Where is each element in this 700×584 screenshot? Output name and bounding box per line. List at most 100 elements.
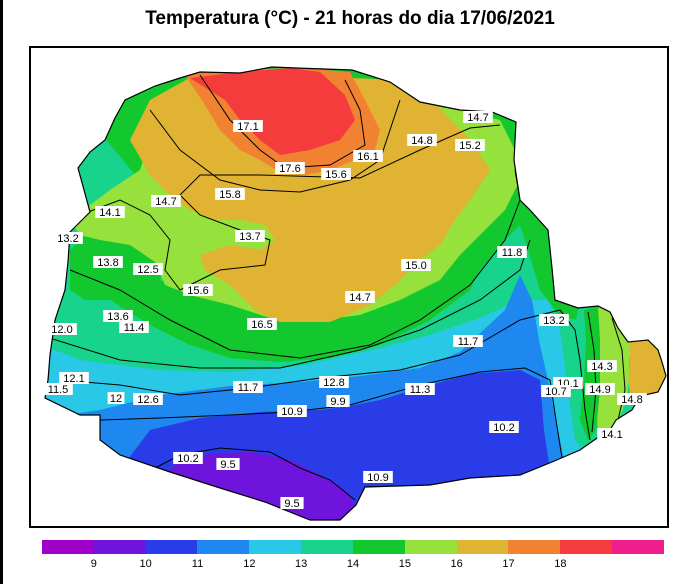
- color-scale-tick: 15: [398, 558, 411, 570]
- color-scale-swatch: [93, 540, 146, 554]
- band-east-coast: [628, 336, 666, 404]
- svg-text:17.1: 17.1: [237, 121, 258, 133]
- contour-13: [45, 239, 531, 369]
- color-scale-ticks: 9 10 11 12 13 14 15 16 17 18: [0, 558, 700, 574]
- color-scale-bar: [42, 540, 664, 554]
- svg-text:10.9: 10.9: [281, 406, 302, 418]
- svg-text:12.1: 12.1: [63, 373, 84, 385]
- station-value-label: 13.2: [539, 314, 569, 327]
- svg-text:10.7: 10.7: [545, 386, 566, 398]
- svg-text:12.0: 12.0: [51, 324, 72, 336]
- svg-text:15.2: 15.2: [459, 140, 480, 152]
- svg-text:15.8: 15.8: [219, 189, 240, 201]
- color-scale-tick: 13: [295, 558, 308, 570]
- station-value-label: 14.7: [345, 291, 375, 304]
- contour-15: [79, 124, 501, 291]
- station-value-label: 17.1: [233, 120, 263, 133]
- color-scale-tick: 14: [346, 558, 360, 570]
- station-value-label: 10.2: [173, 452, 203, 465]
- band-9-10: [160, 452, 355, 520]
- svg-text:15.6: 15.6: [325, 169, 346, 181]
- svg-text:13.7: 13.7: [239, 231, 260, 243]
- station-value-label: 12.0: [47, 323, 77, 336]
- svg-text:16.1: 16.1: [357, 151, 378, 163]
- station-value-label: 10.9: [363, 471, 393, 484]
- color-scale-tick: 18: [554, 558, 567, 570]
- station-value-label: 15.0: [401, 259, 431, 272]
- svg-text:11.8: 11.8: [502, 247, 523, 259]
- svg-text:14.3: 14.3: [591, 361, 612, 373]
- map-title: Temperatura (°C) - 21 horas do dia 17/06…: [145, 8, 555, 29]
- color-scale-swatch: [197, 540, 250, 554]
- color-scale-tick: 12: [243, 558, 256, 570]
- svg-text:11.7: 11.7: [238, 382, 259, 394]
- station-value-label: 14.7: [151, 195, 181, 208]
- svg-text:9.9: 9.9: [330, 396, 345, 408]
- state-border: [44, 66, 667, 521]
- station-value-label: 13.8: [93, 256, 123, 269]
- svg-text:14.9: 14.9: [589, 384, 610, 396]
- station-value-label: 13.6: [103, 310, 133, 323]
- station-value-label: 11.4: [119, 321, 149, 334]
- contour-16: [149, 99, 401, 193]
- station-value-label: 11.8: [497, 246, 527, 259]
- station-value-label: 13.2: [53, 232, 83, 245]
- color-scale-tick: 10: [139, 558, 152, 570]
- station-value-label: 12.5: [133, 263, 163, 276]
- station-value-label: 17.6: [275, 162, 305, 175]
- svg-text:10.9: 10.9: [367, 472, 388, 484]
- station-value-label: 12: [107, 392, 125, 405]
- station-value-label: 15.8: [215, 188, 245, 201]
- svg-text:9.5: 9.5: [220, 459, 235, 471]
- color-scale-swatch: [456, 540, 509, 554]
- svg-text:14.7: 14.7: [155, 196, 176, 208]
- svg-text:16.5: 16.5: [251, 319, 272, 331]
- band-16-17: [130, 72, 490, 322]
- svg-text:14.1: 14.1: [601, 429, 622, 441]
- station-value-label: 11.7: [233, 381, 263, 394]
- color-scale-swatch: [145, 540, 198, 554]
- color-scale-swatch: [352, 540, 405, 554]
- svg-text:13.2: 13.2: [543, 315, 564, 327]
- station-value-label: 10.9: [277, 405, 307, 418]
- station-value-label: 15.2: [455, 139, 485, 152]
- station-value-label: 14.7: [463, 111, 493, 124]
- station-value-label: 9.9: [326, 395, 350, 408]
- station-value-label: 14.8: [617, 393, 647, 406]
- svg-text:13.2: 13.2: [57, 233, 78, 245]
- station-value-label: 13.7: [235, 230, 265, 243]
- svg-text:10.2: 10.2: [177, 453, 198, 465]
- station-value-label: 11.3: [405, 383, 435, 396]
- station-value-label: 14.3: [587, 360, 617, 373]
- svg-text:13.8: 13.8: [97, 257, 118, 269]
- svg-text:12.6: 12.6: [137, 394, 158, 406]
- station-value-label: 15.6: [321, 168, 351, 181]
- svg-text:15.0: 15.0: [405, 260, 426, 272]
- svg-text:11.7: 11.7: [458, 336, 479, 348]
- svg-text:11.5: 11.5: [48, 384, 69, 396]
- band-18-19: [190, 68, 355, 155]
- station-value-label: 16.5: [247, 318, 277, 331]
- color-scale-swatch: [404, 540, 457, 554]
- svg-text:14.8: 14.8: [621, 394, 642, 406]
- station-value-label: 11.5: [43, 383, 73, 396]
- contour-12: [59, 309, 591, 441]
- station-value-label: 12.6: [133, 393, 163, 406]
- station-value-label: 10.2: [489, 421, 519, 434]
- station-value-label: 12.8: [319, 376, 349, 389]
- color-scale-tick: 16: [450, 558, 463, 570]
- color-scale-tick: 17: [502, 558, 515, 570]
- svg-text:11.4: 11.4: [124, 322, 145, 334]
- svg-text:13.6: 13.6: [107, 311, 128, 323]
- svg-text:14.7: 14.7: [467, 112, 488, 124]
- station-value-label: 14.9: [585, 383, 615, 396]
- station-value-label: 14.8: [407, 134, 437, 147]
- color-scale-swatch: [560, 540, 613, 554]
- svg-text:14.1: 14.1: [99, 207, 120, 219]
- station-value-label: 9.5: [280, 497, 304, 510]
- station-value-label: 11.7: [453, 335, 483, 348]
- svg-text:12: 12: [110, 393, 122, 405]
- contour-14: [69, 169, 521, 359]
- window-edge: [0, 0, 3, 584]
